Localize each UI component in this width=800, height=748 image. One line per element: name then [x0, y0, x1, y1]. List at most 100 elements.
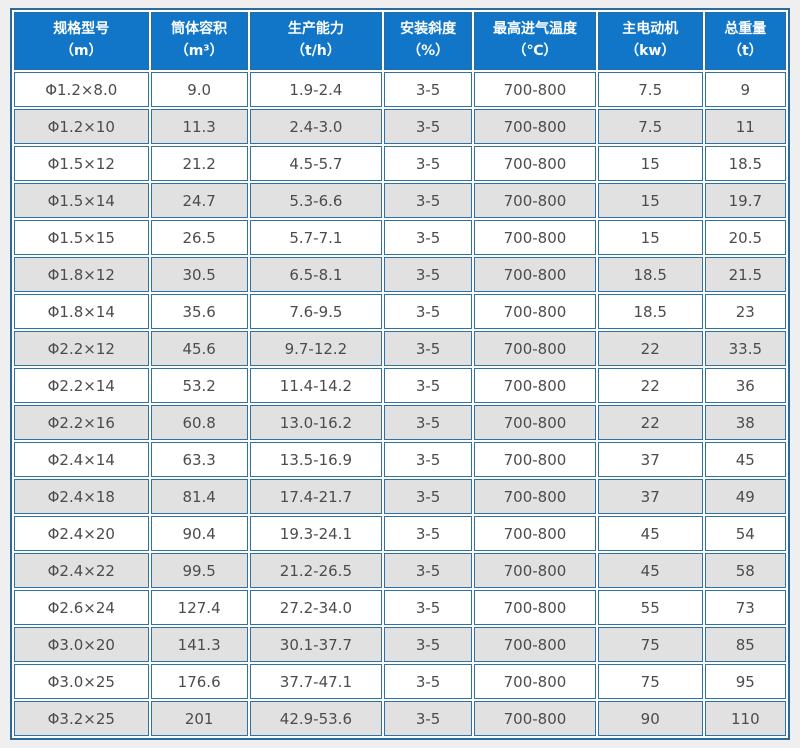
- table-row: Φ1.5×14 24.7 5.3-6.6 3-5 700-800 15 19.7: [14, 183, 786, 218]
- spec-cell: 3-5: [384, 294, 473, 329]
- table-row: Φ3.2×25 201 42.9-53.6 3-5 700-800 90 110: [14, 701, 786, 736]
- spec-cell: 45: [704, 442, 786, 477]
- spec-cell: 75: [597, 627, 703, 662]
- spec-cell: 3-5: [384, 109, 473, 144]
- spec-table-body: Φ1.2×8.0 9.0 1.9-2.4 3-5 700-800 7.5 9 Φ1.2×10 1…: [14, 72, 786, 736]
- spec-cell: Φ1.5×14: [14, 183, 149, 218]
- spec-cell: 4.5-5.7: [249, 146, 383, 181]
- spec-cell: 20.5: [704, 220, 786, 255]
- spec-cell: 700-800: [474, 72, 596, 107]
- spec-cell: 95: [704, 664, 786, 699]
- spec-cell: 54: [704, 516, 786, 551]
- table-row: Φ3.0×25 176.6 37.7-47.1 3-5 700-800 75 95: [14, 664, 786, 699]
- spec-cell: Φ1.5×12: [14, 146, 149, 181]
- spec-cell: Φ1.2×8.0: [14, 72, 149, 107]
- spec-cell: 700-800: [474, 590, 596, 625]
- spec-cell: 33.5: [704, 331, 786, 366]
- spec-cell: 21.2: [150, 146, 248, 181]
- spec-table: 规格型号 （m） 筒体容积 （m³） 生产能力 （t/h） 安装斜度 （%） 最高进气温度 （℃）…: [10, 8, 790, 740]
- spec-cell: Φ1.8×14: [14, 294, 149, 329]
- spec-cell: Φ3.0×20: [14, 627, 149, 662]
- column-label: 生产能力: [287, 21, 344, 38]
- spec-cell: 700-800: [474, 664, 596, 699]
- spec-cell: 7.6-9.5: [249, 294, 383, 329]
- spec-cell: 700-800: [474, 220, 596, 255]
- spec-cell: 21.2-26.5: [249, 553, 383, 588]
- spec-cell: 55: [597, 590, 703, 625]
- spec-cell: 9.7-12.2: [249, 331, 383, 366]
- spec-cell: 11: [704, 109, 786, 144]
- spec-cell: 45: [597, 553, 703, 588]
- spec-cell: 37: [597, 479, 703, 514]
- spec-cell: 3-5: [384, 405, 473, 440]
- table-row: Φ1.2×10 11.3 2.4-3.0 3-5 700-800 7.5 11: [14, 109, 786, 144]
- spec-cell: 201: [150, 701, 248, 736]
- spec-cell: 13.5-16.9: [249, 442, 383, 477]
- spec-cell: 3-5: [384, 368, 473, 403]
- spec-cell: 27.2-34.0: [249, 590, 383, 625]
- spec-cell: 3-5: [384, 553, 473, 588]
- table-row: Φ3.0×20 141.3 30.1-37.7 3-5 700-800 75 85: [14, 627, 786, 662]
- spec-cell: 18.5: [597, 257, 703, 292]
- spec-cell: 73: [704, 590, 786, 625]
- spec-cell: 176.6: [150, 664, 248, 699]
- spec-cell: Φ2.4×20: [14, 516, 149, 551]
- spec-cell: 3-5: [384, 220, 473, 255]
- column-label: 安装斜度: [400, 21, 457, 38]
- spec-cell: 700-800: [474, 368, 596, 403]
- table-row: Φ2.4×14 63.3 13.5-16.9 3-5 700-800 37 45: [14, 442, 786, 477]
- spec-cell: 45.6: [150, 331, 248, 366]
- spec-cell: 11.4-14.2: [249, 368, 383, 403]
- column-header: 生产能力 （t/h）: [249, 12, 383, 70]
- column-label: 主电动机: [622, 21, 679, 38]
- spec-cell: 18.5: [704, 146, 786, 181]
- spec-cell: 11.3: [150, 109, 248, 144]
- spec-cell: 42.9-53.6: [249, 701, 383, 736]
- spec-cell: 3-5: [384, 442, 473, 477]
- spec-cell: 700-800: [474, 442, 596, 477]
- spec-cell: 30.1-37.7: [249, 627, 383, 662]
- spec-cell: 19.3-24.1: [249, 516, 383, 551]
- spec-cell: Φ2.2×16: [14, 405, 149, 440]
- column-label: 最高进气温度: [492, 21, 577, 38]
- spec-cell: 3-5: [384, 479, 473, 514]
- spec-cell: 17.4-21.7: [249, 479, 383, 514]
- spec-cell: 37: [597, 442, 703, 477]
- spec-cell: Φ2.4×22: [14, 553, 149, 588]
- spec-cell: 26.5: [150, 220, 248, 255]
- spec-cell: 6.5-8.1: [249, 257, 383, 292]
- spec-cell: 85: [704, 627, 786, 662]
- spec-cell: 24.7: [150, 183, 248, 218]
- column-unit: （%）: [407, 43, 450, 59]
- spec-cell: Φ2.4×14: [14, 442, 149, 477]
- spec-cell: 22: [597, 331, 703, 366]
- spec-cell: 21.5: [704, 257, 786, 292]
- column-unit: （℃）: [512, 43, 558, 59]
- spec-cell: 9.0: [150, 72, 248, 107]
- spec-cell: 53.2: [150, 368, 248, 403]
- spec-cell: 700-800: [474, 701, 596, 736]
- spec-cell: 15: [597, 146, 703, 181]
- spec-cell: Φ3.2×25: [14, 701, 149, 736]
- spec-cell: Φ2.2×12: [14, 331, 149, 366]
- spec-cell: 3-5: [384, 516, 473, 551]
- spec-cell: 90: [597, 701, 703, 736]
- column-unit: （t）: [727, 43, 763, 59]
- spec-cell: 35.6: [150, 294, 248, 329]
- spec-cell: 700-800: [474, 553, 596, 588]
- spec-cell: 63.3: [150, 442, 248, 477]
- spec-cell: 23: [704, 294, 786, 329]
- spec-cell: 700-800: [474, 516, 596, 551]
- spec-cell: 15: [597, 220, 703, 255]
- table-row: Φ2.4×18 81.4 17.4-21.7 3-5 700-800 37 49: [14, 479, 786, 514]
- spec-cell: 3-5: [384, 183, 473, 218]
- spec-cell: 18.5: [597, 294, 703, 329]
- spec-cell: 700-800: [474, 183, 596, 218]
- spec-cell: 700-800: [474, 405, 596, 440]
- spec-cell: 700-800: [474, 257, 596, 292]
- table-row: Φ2.4×20 90.4 19.3-24.1 3-5 700-800 45 54: [14, 516, 786, 551]
- table-row: Φ2.2×14 53.2 11.4-14.2 3-5 700-800 22 36: [14, 368, 786, 403]
- spec-cell: 5.7-7.1: [249, 220, 383, 255]
- spec-cell: 110: [704, 701, 786, 736]
- column-label: 规格型号: [53, 21, 110, 38]
